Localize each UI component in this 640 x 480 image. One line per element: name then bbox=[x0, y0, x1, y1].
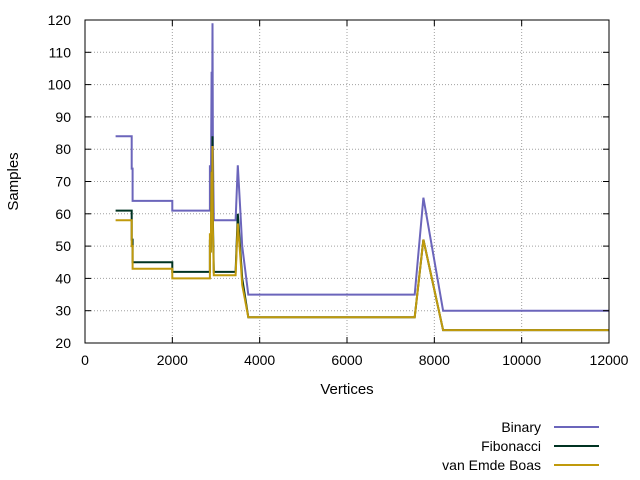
x-tick-label: 10000 bbox=[502, 352, 541, 368]
x-tick-label: 4000 bbox=[244, 352, 275, 368]
y-tick-label: 60 bbox=[55, 206, 71, 222]
y-tick-label: 50 bbox=[55, 238, 71, 254]
y-tick-label: 120 bbox=[48, 12, 72, 28]
series-line-fibonacci bbox=[115, 136, 609, 332]
x-axis-label: Vertices bbox=[320, 381, 373, 398]
x-tick-label: 0 bbox=[81, 352, 89, 368]
series-line-van-emde-boas bbox=[115, 145, 609, 332]
y-tick-label: 40 bbox=[55, 270, 71, 286]
x-tick-label: 12000 bbox=[590, 352, 629, 368]
x-tick-label: 6000 bbox=[331, 352, 362, 368]
legend-label-binary: Binary bbox=[501, 419, 541, 435]
axis-ticks: 0 2000 4000 6000 8000 10000 12000 20 30 40 50 60 70 8… bbox=[48, 12, 629, 368]
y-tick-label: 80 bbox=[55, 141, 71, 157]
y-tick-label: 70 bbox=[55, 174, 71, 190]
series-line-binary bbox=[115, 23, 609, 312]
legend: Binary Fibonacci van Emde Boas bbox=[442, 419, 599, 473]
x-tick-label: 2000 bbox=[157, 352, 188, 368]
y-tick-label: 100 bbox=[48, 77, 72, 93]
series-layer bbox=[115, 23, 609, 332]
y-tick-label: 90 bbox=[55, 109, 71, 125]
y-axis-label: Samples bbox=[5, 152, 22, 210]
y-tick-label: 30 bbox=[55, 303, 71, 319]
y-tick-label: 20 bbox=[55, 335, 71, 351]
y-tick-label: 110 bbox=[49, 44, 72, 60]
legend-label-fibonacci: Fibonacci bbox=[481, 438, 541, 454]
legend-label-van-emde-boas: van Emde Boas bbox=[442, 457, 541, 473]
x-tick-label: 8000 bbox=[419, 352, 450, 368]
